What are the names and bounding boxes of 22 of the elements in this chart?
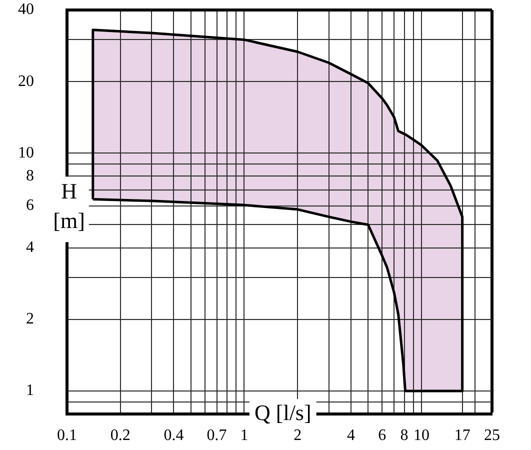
y-tick-label: 20 (18, 72, 34, 90)
x-tick-label: 1 (240, 426, 248, 444)
x-tick-label: 8 (400, 426, 408, 444)
x-axis-title: Q [l/s] (254, 400, 312, 425)
x-tick-label: 0.1 (57, 426, 77, 444)
x-tick-label: 6 (378, 426, 386, 444)
x-tick-label: 25 (484, 426, 500, 444)
x-tick-label: 0.4 (164, 426, 184, 444)
y-tick-label: 2 (26, 310, 34, 328)
y-tick-label: 40 (18, 1, 34, 18)
x-tick-label: 2 (294, 426, 302, 444)
x-tick-label: 10 (413, 426, 430, 444)
y-tick-label: 10 (18, 144, 34, 162)
y-tick-label: 1 (26, 382, 34, 400)
y-tick-label: 4 (26, 238, 34, 256)
y-axis-title: H [m] (53, 178, 85, 233)
x-tick-label: 17 (454, 426, 470, 444)
x-tick-label: 0.7 (206, 426, 227, 444)
x-tick-label: 0.2 (110, 426, 130, 444)
y-tick-label: 6 (26, 197, 34, 214)
y-tick-label: 8 (26, 167, 34, 184)
x-tick-label: 4 (346, 426, 355, 444)
